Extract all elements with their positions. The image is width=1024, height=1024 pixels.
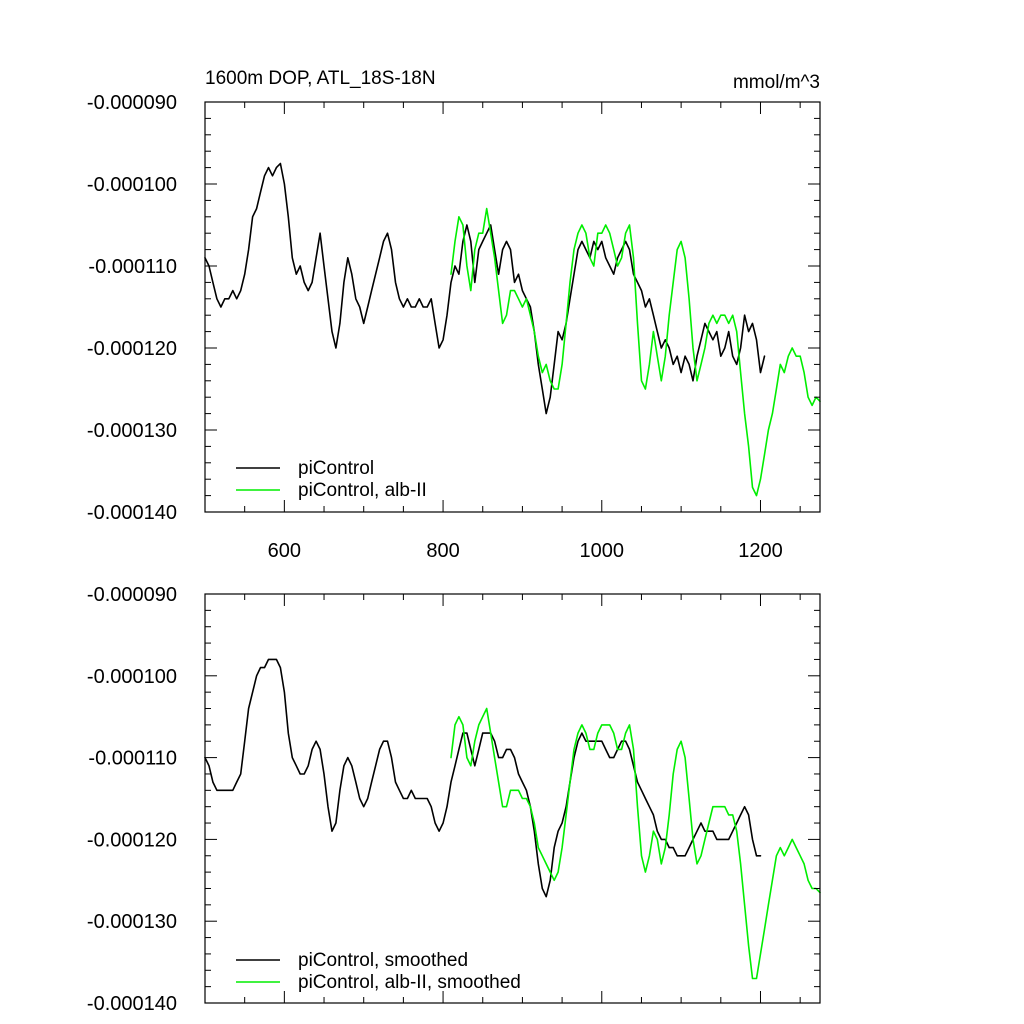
top-panel: -0.000090 -0.000100 -0.000110 -0.000120 -0.0… (87, 68, 821, 562)
legend-label: piControl (298, 458, 374, 479)
legend-label: piControl, smoothed (298, 950, 468, 971)
legend-label: piControl, alb-II (298, 480, 427, 501)
y-tick-label: -0.000130 (87, 420, 177, 442)
y-tick-label: -0.000140 (87, 993, 177, 1015)
y-tick-label: -0.000100 (87, 666, 177, 688)
y-tick-label: -0.000090 (87, 92, 177, 114)
series-line-0 (204, 162, 766, 415)
y-tick-label: -0.000130 (87, 911, 177, 933)
x-tick-label: 800 (426, 540, 459, 562)
x-tick-label: 600 (268, 540, 301, 562)
y-tick-label: -0.000120 (87, 829, 177, 851)
y-tick-label: -0.000090 (87, 584, 177, 606)
bottom-panel: -0.000090 -0.000100 -0.000110 -0.000120 -0.0… (87, 584, 821, 1015)
x-tick-label: 1200 (738, 540, 783, 562)
y-tick-label: -0.000110 (88, 748, 177, 770)
legend-label: piControl, alb-II, smoothed (298, 972, 521, 993)
units-label: mmol/m^3 (733, 72, 820, 93)
plot-frame (204, 593, 821, 1004)
plot-frame (204, 101, 821, 513)
y-tick-label: -0.000140 (87, 502, 177, 524)
series-line-0 (204, 658, 762, 898)
series-line-1 (450, 207, 821, 497)
y-tick-label: -0.000110 (88, 256, 177, 278)
chart-title: 1600m DOP, ATL_18S-18N (205, 68, 436, 89)
y-tick-label: -0.000120 (87, 338, 177, 360)
series-line-1 (450, 707, 821, 980)
y-tick-label: -0.000100 (87, 174, 177, 196)
x-tick-label: 1000 (580, 540, 625, 562)
